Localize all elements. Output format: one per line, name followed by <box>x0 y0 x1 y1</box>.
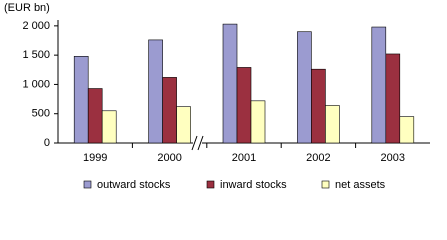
bar <box>73 56 89 144</box>
bar <box>399 116 415 144</box>
y-axis-unit: (EUR bn) <box>4 2 50 14</box>
x-tick-label: 2001 <box>232 152 256 164</box>
bar <box>385 53 401 144</box>
bar <box>250 100 266 144</box>
x-tick-label: 2002 <box>306 152 330 164</box>
x-tick-label: 2003 <box>381 152 405 164</box>
bar <box>87 88 103 144</box>
y-tick-label: 1 000 <box>22 78 50 90</box>
y-tick-label: 500 <box>32 108 50 120</box>
legend-label: inward stocks <box>220 179 287 191</box>
bar <box>148 39 163 144</box>
axis-break-mark <box>191 135 198 151</box>
chart: (EUR bn) 0 500 1 000 1 500 2 000 1999 2000 2001… <box>4 2 430 191</box>
legend-label: outward stocks <box>97 179 171 191</box>
legend-swatch <box>206 180 215 189</box>
bar <box>311 68 326 144</box>
page: (EUR bn) 0 500 1 000 1 500 2 000 1999 2000 2001… <box>4 1 430 191</box>
bar <box>222 23 238 144</box>
bar <box>297 31 312 144</box>
legend-label: net assets <box>335 179 386 191</box>
bar <box>101 110 117 144</box>
bar <box>371 26 387 144</box>
axis-break-mark <box>197 135 204 151</box>
bar <box>236 67 252 144</box>
axis-break <box>191 135 204 151</box>
axis-break-gap <box>193 136 202 150</box>
y-tick-label: 0 <box>44 137 50 149</box>
bar <box>325 105 340 144</box>
bar <box>176 106 191 144</box>
x-tick-label: 1999 <box>83 152 107 164</box>
x-tick-label: 2000 <box>157 152 181 164</box>
legend-swatch <box>83 180 92 189</box>
legend-swatch <box>321 180 330 189</box>
y-tick-label: 1 500 <box>22 49 50 61</box>
y-tick-label: 2 000 <box>22 20 50 32</box>
bar <box>162 77 177 144</box>
